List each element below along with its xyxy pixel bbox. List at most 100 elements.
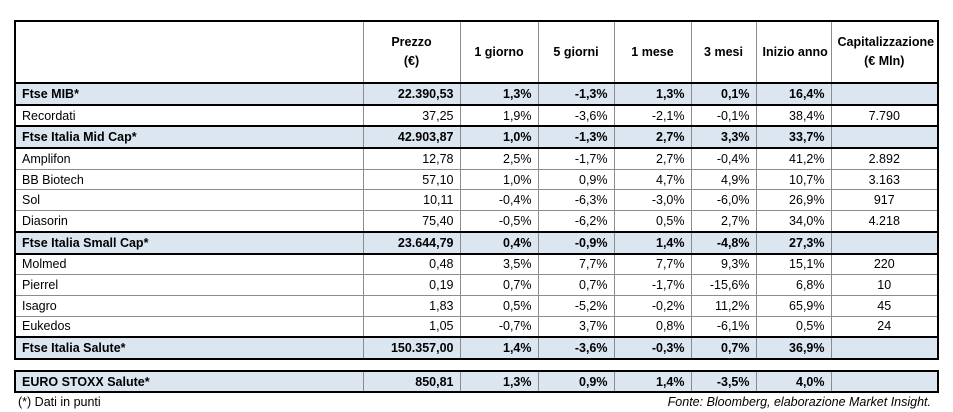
table-cell xyxy=(830,336,939,360)
header-text: (€ Mln) xyxy=(864,54,905,68)
table-cell: 220 xyxy=(830,252,939,276)
table-cell: 1,9% xyxy=(459,104,539,127)
summary-row: EURO STOXX Salute* 850,81 1,3% 0,9% 1,4% -3,5… xyxy=(14,370,939,393)
table-cell: -4,8% xyxy=(690,230,757,255)
table-cell: Recordati xyxy=(14,104,364,127)
table-cell: -1,7% xyxy=(613,274,692,296)
table-row: Isagro 1,83 0,5% -5,2% -0,2% 11,2% 65,9% 45 xyxy=(14,294,939,317)
table-cell: Ftse MIB* xyxy=(14,82,364,106)
footnote: (*) Dati in punti xyxy=(18,395,101,409)
table-cell: 15,1% xyxy=(755,252,832,276)
table-cell: 22.390,53 xyxy=(362,82,461,106)
table-cell: 1,3% xyxy=(459,82,539,106)
table-cell: Sol xyxy=(14,189,364,212)
header-text: Prezzo xyxy=(391,35,432,49)
header-cell: Capitalizzazione (€ Mln) xyxy=(830,20,939,84)
table-cell: Eukedos xyxy=(14,315,364,338)
table-cell: 0,7% xyxy=(537,274,615,296)
summary-cell: 1,4% xyxy=(613,370,692,393)
table-row: Eukedos 1,05 -0,7% 3,7% 0,8% -6,1% 0,5% 24 xyxy=(14,315,939,338)
table-row: Diasorin 75,40 -0,5% -6,2% 0,5% 2,7% 34,0% 4.21… xyxy=(14,210,939,233)
table-cell: 0,5% xyxy=(755,315,832,338)
table-row: Ftse MIB* 22.390,53 1,3% -1,3% 1,3% 0,1% 16,4% xyxy=(14,82,939,106)
table-cell: 3.163 xyxy=(830,168,939,191)
table-cell: -0,4% xyxy=(690,147,757,170)
table-cell: 7,7% xyxy=(613,252,692,276)
table-cell: Molmed xyxy=(14,252,364,276)
table-cell: 0,8% xyxy=(613,315,692,338)
table-cell: -0,9% xyxy=(537,230,615,255)
table-row: Ftse Italia Mid Cap* 42.903,87 1,0% -1,3% 2,… xyxy=(14,125,939,150)
data-table: Prezzo (€) 1 giorno 5 giorni 1 mese 3 mesi Ini… xyxy=(14,20,939,360)
table-row: BB Biotech 57,10 1,0% 0,9% 4,7% 4,9% 10,7% 3.16… xyxy=(14,168,939,191)
table-cell: 2,7% xyxy=(613,125,692,150)
header-cell: 5 giorni xyxy=(537,20,615,84)
table-cell: Ftse Italia Mid Cap* xyxy=(14,125,364,150)
table-cell: 2,7% xyxy=(690,210,757,233)
header-text: Capitalizzazione xyxy=(837,35,935,49)
table-cell: 2.892 xyxy=(830,147,939,170)
table-cell: 6,8% xyxy=(755,274,832,296)
table-cell: 0,9% xyxy=(537,168,615,191)
header-text: Inizio anno xyxy=(762,44,828,59)
table-cell: 9,3% xyxy=(690,252,757,276)
table-row: Recordati 37,25 1,9% -3,6% -2,1% -0,1% 38,4% 7.… xyxy=(14,104,939,127)
table-cell: 7.790 xyxy=(830,104,939,127)
table-cell: 1,0% xyxy=(459,168,539,191)
summary-table: EURO STOXX Salute* 850,81 1,3% 0,9% 1,4% -3,5… xyxy=(14,370,939,393)
summary-cell xyxy=(830,370,939,393)
table-cell: 1,4% xyxy=(613,230,692,255)
table-cell: 0,1% xyxy=(690,82,757,106)
table-cell: -6,1% xyxy=(690,315,757,338)
header-cell: 1 giorno xyxy=(459,20,539,84)
table-cell: 75,40 xyxy=(362,210,461,233)
table-row: Ftse Italia Salute* 150.357,00 1,4% -3,6% -0… xyxy=(14,336,939,360)
table-cell: 36,9% xyxy=(755,336,832,360)
table-cell: 23.644,79 xyxy=(362,230,461,255)
table-cell: BB Biotech xyxy=(14,168,364,191)
table-cell: 34,0% xyxy=(755,210,832,233)
table-cell: -6,0% xyxy=(690,189,757,212)
table-cell: 1,05 xyxy=(362,315,461,338)
table-cell: 10 xyxy=(830,274,939,296)
table-cell: 0,7% xyxy=(690,336,757,360)
table-cell: Ftse Italia Small Cap* xyxy=(14,230,364,255)
summary-cell: -3,5% xyxy=(690,370,757,393)
table-row: Ftse Italia Small Cap* 23.644,79 0,4% -0,9%… xyxy=(14,230,939,255)
table-cell: -1,7% xyxy=(537,147,615,170)
table-cell: 26,9% xyxy=(755,189,832,212)
table-cell: 0,48 xyxy=(362,252,461,276)
table-cell: 41,2% xyxy=(755,147,832,170)
table-cell: Pierrel xyxy=(14,274,364,296)
table-cell: 10,7% xyxy=(755,168,832,191)
table-cell: 0,19 xyxy=(362,274,461,296)
table-cell: -0,1% xyxy=(690,104,757,127)
table-cell: 7,7% xyxy=(537,252,615,276)
table-cell: -2,1% xyxy=(613,104,692,127)
table-row: Pierrel 0,19 0,7% 0,7% -1,7% -15,6% 6,8% 10 xyxy=(14,274,939,296)
table-cell: 0,7% xyxy=(459,274,539,296)
table-cell: -3,6% xyxy=(537,336,615,360)
header-text: 5 giorni xyxy=(553,44,599,59)
source: Fonte: Bloomberg, elaborazione Market In… xyxy=(667,395,931,409)
table-cell: Ftse Italia Salute* xyxy=(14,336,364,360)
summary-cell: EURO STOXX Salute* xyxy=(14,370,364,393)
table-cell: 0,5% xyxy=(459,294,539,317)
table-cell: Isagro xyxy=(14,294,364,317)
header-text: (€) xyxy=(403,54,420,68)
table-cell: 1,0% xyxy=(459,125,539,150)
table-cell: 10,11 xyxy=(362,189,461,212)
table-row: Sol 10,11 -0,4% -6,3% -3,0% -6,0% 26,9% 917 xyxy=(14,189,939,212)
table-cell: -3,6% xyxy=(537,104,615,127)
table-cell: 2,7% xyxy=(613,147,692,170)
table-cell: -0,2% xyxy=(613,294,692,317)
header-cell: 1 mese xyxy=(613,20,692,84)
table-cell: -6,3% xyxy=(537,189,615,212)
header-cell xyxy=(14,20,364,84)
table-cell: 57,10 xyxy=(362,168,461,191)
header-text: 1 giorno xyxy=(474,44,524,59)
table-cell: 45 xyxy=(830,294,939,317)
table-cell: -3,0% xyxy=(613,189,692,212)
table-cell: 1,83 xyxy=(362,294,461,317)
